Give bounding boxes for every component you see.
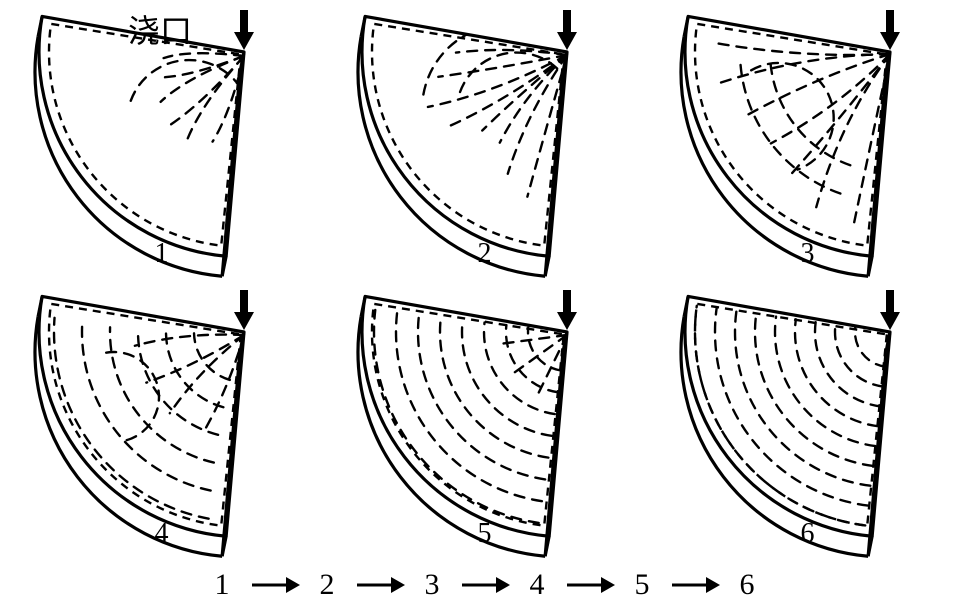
panel-1: 1	[12, 10, 312, 270]
sequence-number: 5	[635, 570, 650, 600]
panel-1-label: 1	[12, 238, 312, 270]
row-2: 4 5 6	[0, 290, 969, 550]
arrow-right-icon	[460, 573, 510, 597]
sequence-number: 3	[425, 570, 440, 600]
panel-3-label: 3	[658, 238, 958, 270]
row-1: 1 2 3	[0, 10, 969, 270]
panel-1-svg	[12, 10, 312, 240]
sequence-row: 1 2 3 4 5 6	[0, 560, 969, 610]
panel-6-svg	[658, 290, 958, 520]
panel-5-label: 5	[335, 518, 635, 550]
sequence-number: 4	[530, 570, 545, 600]
panel-3: 3	[658, 10, 958, 270]
sequence-number: 1	[215, 570, 230, 600]
panel-5-svg	[335, 290, 635, 520]
arrow-right-icon	[355, 573, 405, 597]
arrow-right-icon	[250, 573, 300, 597]
figure-canvas: 浇口 1 2 3 4 5 6 1 2	[0, 0, 969, 614]
panel-4-svg	[12, 290, 312, 520]
sequence-number: 2	[320, 570, 335, 600]
panel-4-label: 4	[12, 518, 312, 550]
panel-3-svg	[658, 10, 958, 240]
panel-2-label: 2	[335, 238, 635, 270]
panel-6: 6	[658, 290, 958, 550]
panel-2-svg	[335, 10, 635, 240]
panel-5: 5	[335, 290, 635, 550]
sequence-number: 6	[740, 570, 755, 600]
arrow-right-icon	[670, 573, 720, 597]
panel-6-label: 6	[658, 518, 958, 550]
arrow-right-icon	[565, 573, 615, 597]
panel-4: 4	[12, 290, 312, 550]
panel-2: 2	[335, 10, 635, 270]
